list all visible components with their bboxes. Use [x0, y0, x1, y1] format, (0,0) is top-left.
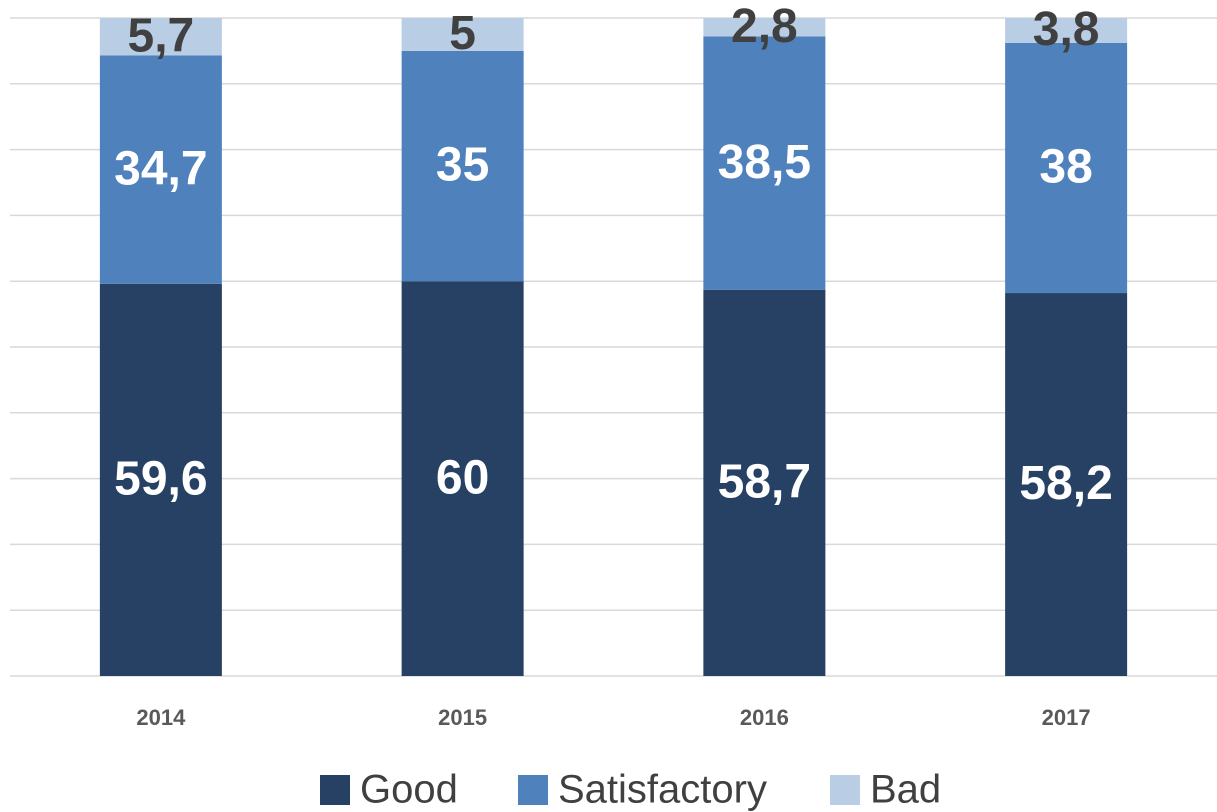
legend-label: Good [360, 768, 458, 812]
bar-segment [703, 18, 826, 37]
x-tick-label: 2014 [136, 705, 186, 730]
data-label: 38 [1039, 141, 1092, 194]
data-label: 59,6 [114, 453, 207, 506]
x-tick-label: 2017 [1042, 705, 1091, 730]
bar-segment [401, 281, 524, 676]
bar-segment [1005, 43, 1128, 294]
bar-segment [99, 18, 222, 56]
data-label: 2,8 [731, 0, 798, 53]
bar-segment [401, 18, 524, 51]
data-label: 5 [449, 7, 476, 60]
x-tick-label: 2016 [740, 705, 789, 730]
data-label: 34,7 [114, 142, 207, 195]
data-label: 60 [436, 451, 489, 504]
bar-segment [703, 289, 826, 676]
bar-segment [99, 55, 222, 284]
bar-segment [703, 36, 826, 290]
bar-segment [1005, 293, 1128, 676]
data-label: 3,8 [1033, 3, 1100, 56]
data-label: 38,5 [718, 136, 811, 189]
legend-label: Bad [870, 768, 941, 812]
data-label: 5,7 [128, 9, 195, 62]
legend-label: Satisfactory [558, 768, 767, 812]
data-label: 35 [436, 139, 489, 192]
data-label: 58,7 [718, 456, 811, 509]
legend-swatch [518, 775, 548, 805]
legend-swatch [320, 775, 350, 805]
legend-swatch [830, 775, 860, 805]
data-label: 58,2 [1019, 457, 1112, 510]
x-tick-label: 2015 [438, 705, 487, 730]
bar-segment [99, 283, 222, 676]
bar-segment [401, 50, 524, 282]
bar-segment [1005, 18, 1128, 44]
